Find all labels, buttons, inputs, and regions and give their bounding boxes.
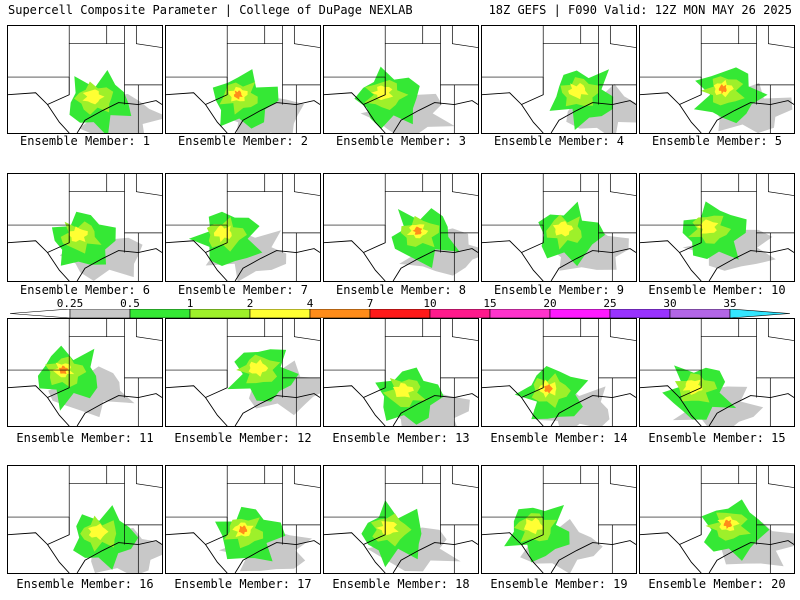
ensemble-member-map bbox=[639, 465, 795, 574]
colorbar-tick-label: 0.25 bbox=[56, 297, 84, 310]
ensemble-member-map bbox=[7, 25, 163, 134]
ensemble-member-label: Ensemble Member: 8 bbox=[335, 283, 467, 297]
colorbar-tick-label: 20 bbox=[543, 297, 557, 310]
ensemble-member-label: Ensemble Member: 4 bbox=[493, 134, 625, 148]
colorbar-segment bbox=[489, 309, 551, 318]
ensemble-member-label: Ensemble Member: 18 bbox=[332, 577, 470, 591]
ensemble-member-map bbox=[7, 318, 163, 427]
colorbar-segment bbox=[609, 309, 671, 318]
ensemble-member-map bbox=[323, 173, 479, 282]
ensemble-member-label: Ensemble Member: 10 bbox=[648, 283, 786, 297]
colorbar-segment bbox=[249, 309, 311, 318]
colorbar-tick-label: 0.5 bbox=[120, 297, 140, 310]
ensemble-member-label: Ensemble Member: 6 bbox=[19, 283, 151, 297]
ensemble-member-label: Ensemble Member: 7 bbox=[177, 283, 309, 297]
ensemble-member-map bbox=[639, 173, 795, 282]
ensemble-member-label: Ensemble Member: 19 bbox=[490, 577, 628, 591]
colorbar-segment bbox=[549, 309, 611, 318]
colorbar-segment bbox=[189, 309, 251, 318]
colorbar-tick-label: 2 bbox=[246, 297, 254, 310]
colorbar-tick-label: 25 bbox=[603, 297, 617, 310]
ensemble-member-label: Ensemble Member: 3 bbox=[335, 134, 467, 148]
ensemble-member-map bbox=[165, 173, 321, 282]
ensemble-member-map bbox=[481, 25, 637, 134]
ensemble-member-map bbox=[165, 25, 321, 134]
colorbar-segment bbox=[429, 309, 491, 318]
ensemble-member-map bbox=[323, 318, 479, 427]
ensemble-member-map bbox=[323, 25, 479, 134]
ensemble-member-label: Ensemble Member: 1 bbox=[19, 134, 151, 148]
colorbar-segment bbox=[129, 309, 191, 318]
ensemble-member-label: Ensemble Member: 14 bbox=[490, 431, 628, 445]
ensemble-member-label: Ensemble Member: 9 bbox=[493, 283, 625, 297]
colorbar-tick-label: 35 bbox=[723, 297, 737, 310]
colorbar-segment bbox=[369, 309, 431, 318]
ensemble-member-map bbox=[639, 318, 795, 427]
ensemble-member-label: Ensemble Member: 12 bbox=[174, 431, 312, 445]
colorbar-tick-label: 30 bbox=[663, 297, 677, 310]
colorbar-segment bbox=[669, 309, 731, 318]
ensemble-member-map bbox=[165, 318, 321, 427]
colorbar-tick-label: 7 bbox=[366, 297, 374, 310]
ensemble-member-map bbox=[481, 318, 637, 427]
colorbar bbox=[10, 309, 790, 318]
colorbar-segment bbox=[69, 309, 131, 318]
colorbar-tick-label: 10 bbox=[423, 297, 437, 310]
colorbar-tick-label: 15 bbox=[483, 297, 497, 310]
chart-title: Supercell Composite Parameter | College … bbox=[8, 3, 413, 17]
colorbar-tick-label: 4 bbox=[306, 297, 314, 310]
ensemble-member-label: Ensemble Member: 2 bbox=[177, 134, 309, 148]
ensemble-member-map bbox=[165, 465, 321, 574]
ensemble-member-map bbox=[481, 173, 637, 282]
ensemble-member-label: Ensemble Member: 13 bbox=[332, 431, 470, 445]
ensemble-member-label: Ensemble Member: 20 bbox=[648, 577, 786, 591]
ensemble-member-label: Ensemble Member: 16 bbox=[16, 577, 154, 591]
ensemble-member-label: Ensemble Member: 11 bbox=[16, 431, 154, 445]
ensemble-member-map bbox=[7, 465, 163, 574]
ensemble-member-label: Ensemble Member: 5 bbox=[651, 134, 783, 148]
ensemble-member-map bbox=[639, 25, 795, 134]
ensemble-member-map bbox=[481, 465, 637, 574]
valid-time-label: 18Z GEFS | F090 Valid: 12Z MON MAY 26 20… bbox=[488, 3, 792, 17]
ensemble-member-map bbox=[323, 465, 479, 574]
ensemble-member-label: Ensemble Member: 15 bbox=[648, 431, 786, 445]
colorbar-segment bbox=[729, 309, 790, 318]
ensemble-member-label: Ensemble Member: 17 bbox=[174, 577, 312, 591]
colorbar-segment bbox=[10, 309, 71, 318]
ensemble-member-map bbox=[7, 173, 163, 282]
colorbar-tick-label: 1 bbox=[186, 297, 194, 310]
colorbar-segment bbox=[309, 309, 371, 318]
